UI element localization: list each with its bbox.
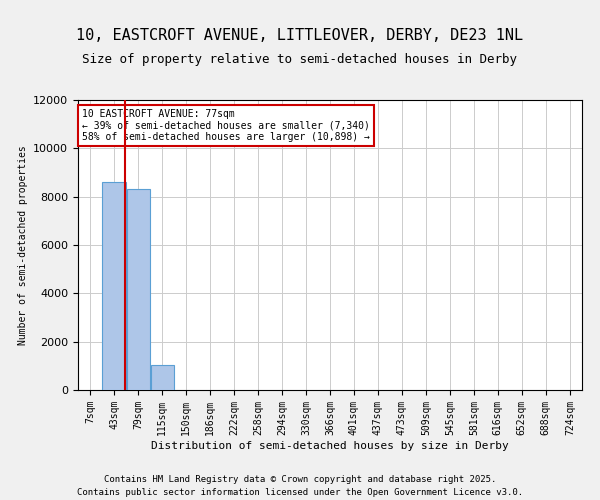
- X-axis label: Distribution of semi-detached houses by size in Derby: Distribution of semi-detached houses by …: [151, 440, 509, 450]
- Bar: [151, 364, 174, 390]
- Bar: [103, 182, 126, 390]
- Y-axis label: Number of semi-detached properties: Number of semi-detached properties: [17, 145, 28, 345]
- Text: 10 EASTCROFT AVENUE: 77sqm
← 39% of semi-detached houses are smaller (7,340)
58%: 10 EASTCROFT AVENUE: 77sqm ← 39% of semi…: [82, 108, 370, 142]
- Text: Contains public sector information licensed under the Open Government Licence v3: Contains public sector information licen…: [77, 488, 523, 497]
- Text: Contains HM Land Registry data © Crown copyright and database right 2025.: Contains HM Land Registry data © Crown c…: [104, 476, 496, 484]
- Bar: [127, 190, 150, 390]
- Text: Size of property relative to semi-detached houses in Derby: Size of property relative to semi-detach…: [83, 54, 517, 66]
- Text: 10, EASTCROFT AVENUE, LITTLEOVER, DERBY, DE23 1NL: 10, EASTCROFT AVENUE, LITTLEOVER, DERBY,…: [76, 28, 524, 42]
